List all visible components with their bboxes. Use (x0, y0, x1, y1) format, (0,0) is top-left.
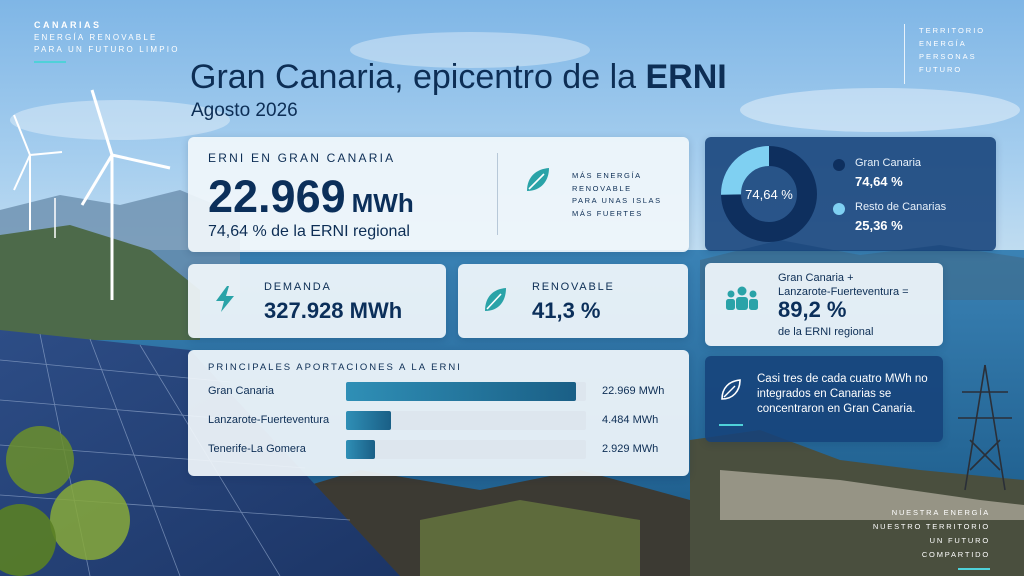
legend-value: 74,64 % (855, 174, 903, 189)
legend-gran-canaria: Gran Canaria 74,64 % (833, 157, 922, 189)
tagline-line: PARA UNAS ISLAS (572, 196, 662, 205)
aportacion-name: Gran Canaria (208, 385, 275, 397)
legend-dot (833, 159, 845, 171)
leaf-icon (527, 168, 549, 191)
bar-track (346, 440, 586, 459)
insight-quote-card: Casi tres de cada cuatro MWh no integrad… (705, 356, 943, 442)
erni-number: 22.969 (208, 171, 346, 222)
donut-segment-resto-canarias (721, 146, 817, 242)
people-group-icon (726, 286, 758, 310)
gc-lf-share-card: Gran Canaria + Lanzarote-Fuerteventura =… (705, 263, 943, 346)
title-bold: ERNI (645, 58, 727, 96)
corner-br-line: NUESTRO TERRITORIO (872, 522, 990, 531)
donut-center-label: 74,64 % (745, 187, 793, 202)
keyword: ENERGÍA (919, 39, 967, 48)
tagline-line: MÁS ENERGÍA (572, 171, 642, 180)
leaf-icon (721, 379, 741, 400)
page-subtitle: Agosto 2026 (191, 100, 298, 121)
bar-fill (346, 382, 576, 401)
aportacion-name: Lanzarote-Fuerteventura (208, 414, 330, 426)
corner-tagline-top-left: CANARIAS ENERGÍA RENOVABLE PARA UN FUTUR… (34, 20, 180, 63)
keyword: PERSONAS (919, 52, 977, 61)
card-divider (497, 153, 498, 235)
renovable-value: 41,3 % (532, 298, 601, 323)
title-prefix: Gran Canaria, epicentro de la (190, 58, 646, 96)
erni-share: 74,64 % de la ERNI regional (208, 223, 410, 240)
corner-tl-line2: ENERGÍA RENOVABLE (34, 33, 158, 42)
corner-tl-line3: PARA UN FUTURO LIMPIO (34, 45, 180, 54)
corner-tl-line1: CANARIAS (34, 20, 102, 30)
gc-lf-caption: Gran Canaria + Lanzarote-Fuerteventura = (778, 271, 909, 299)
share-donut-chart: 74,64 % (721, 146, 817, 242)
gc-lf-line-b: Lanzarote-Fuerteventura = (778, 286, 909, 298)
lightning-icon (216, 286, 234, 312)
insight-quote-text: Casi tres de cada cuatro MWh no integrad… (757, 373, 928, 415)
renovable-card: RENOVABLE 41,3 % (458, 264, 688, 338)
bar-track (346, 382, 586, 401)
aportacion-value: 2.929 MWh (602, 443, 659, 455)
gc-lf-value: 89,2 % (778, 297, 847, 322)
aportaciones-header: PRINCIPALES APORTACIONES A LA ERNI (208, 362, 462, 373)
aportacion-value: 22.969 MWh (602, 385, 665, 397)
legend-resto-canarias: Resto de Canarias 25,36 % (833, 201, 947, 233)
keyword: FUTURO (919, 65, 963, 74)
accent-rule (34, 61, 66, 63)
erni-unit: MWh (351, 188, 414, 218)
keyword: TERRITORIO (919, 26, 986, 35)
corner-keywords-top-right: TERRITORIO ENERGÍA PERSONAS FUTURO (904, 24, 985, 84)
legend-dot (833, 203, 845, 215)
corner-br-line: NUESTRA ENERGÍA (891, 508, 990, 517)
gc-lf-line-c: de la ERNI regional (778, 326, 874, 338)
aportacion-value: 4.484 MWh (602, 414, 659, 426)
legend-name: Gran Canaria (855, 157, 922, 169)
bar-track (346, 411, 586, 430)
corner-br-line: UN FUTURO COMPARTIDO (921, 536, 990, 559)
renovable-label: RENOVABLE (532, 281, 615, 293)
page-title: Gran Canaria, epicentro de la ERNI (190, 58, 727, 97)
demanda-label: DEMANDA (264, 281, 332, 293)
aportacion-row: Lanzarote-Fuerteventura 4.484 MWh (208, 411, 668, 431)
aportacion-row: Tenerife-La Gomera 2.929 MWh (208, 440, 668, 460)
gc-lf-line-a: Gran Canaria + (778, 272, 854, 284)
aportacion-name: Tenerife-La Gomera (208, 443, 306, 455)
erni-label: ERNI EN GRAN CANARIA (208, 151, 396, 165)
tagline-line: RENOVABLE (572, 183, 632, 193)
accent-rule (719, 424, 743, 426)
erni-value: 22.969 MWh (208, 171, 414, 223)
aportaciones-card: PRINCIPALES APORTACIONES A LA ERNI Gran … (188, 350, 689, 476)
tagline-line: MÁS FUERTES (572, 208, 643, 218)
demanda-card: DEMANDA 327.928 MWh (188, 264, 446, 338)
erni-tagline: MÁS ENERGÍA RENOVABLE PARA UNAS ISLAS MÁ… (572, 170, 662, 220)
share-donut-card: 74,64 % Gran Canaria 74,64 % Resto de Ca… (705, 137, 996, 251)
bar-fill (346, 411, 391, 430)
erni-main-card: ERNI EN GRAN CANARIA 22.969 MWh 74,64 % d… (188, 137, 689, 252)
accent-rule (958, 568, 990, 570)
legend-name: Resto de Canarias (855, 201, 947, 213)
aportacion-row: Gran Canaria 22.969 MWh (208, 382, 668, 402)
legend-value: 25,36 % (855, 218, 903, 233)
leaf-icon (485, 288, 506, 311)
bar-fill (346, 440, 376, 459)
corner-tagline-bottom-right: NUESTRA ENERGÍA NUESTRO TERRITORIO UN FU… (862, 506, 990, 570)
demanda-value: 327.928 MWh (264, 298, 403, 323)
